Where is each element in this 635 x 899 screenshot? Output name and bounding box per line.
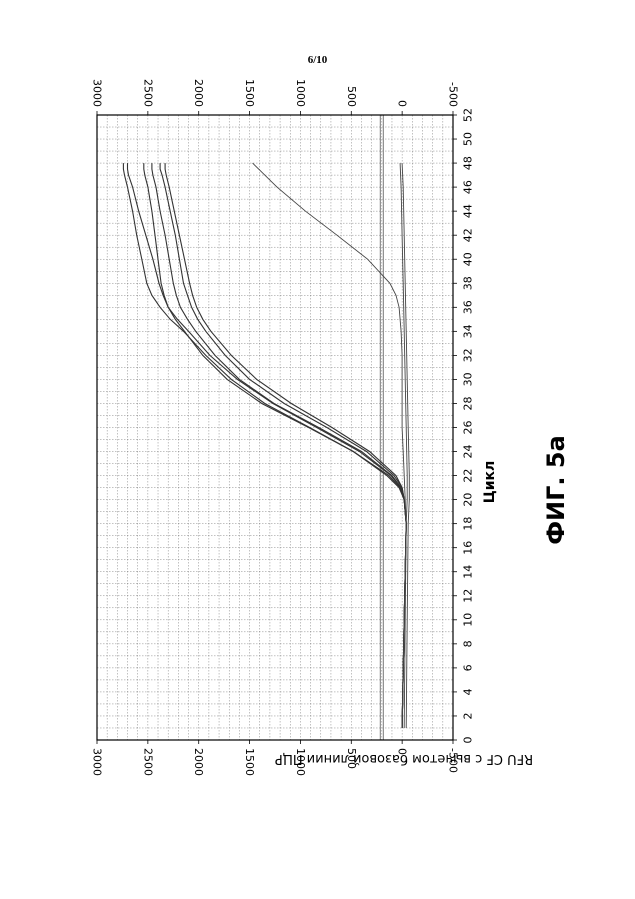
- y-tick-label-top: 1500: [243, 79, 256, 107]
- x-tick-label: 30: [462, 372, 475, 386]
- x-tick-label: 52: [462, 108, 475, 122]
- x-tick-label: 28: [462, 396, 475, 410]
- series-line-4: [152, 163, 406, 728]
- x-tick-label: 40: [462, 252, 475, 266]
- x-tick-label: 10: [462, 613, 475, 627]
- y-tick-label-top: 0: [396, 100, 409, 107]
- figure-label: ФИГ. 5a: [542, 435, 570, 545]
- x-tick-label: 36: [462, 300, 475, 314]
- x-tick-label: 44: [462, 204, 475, 218]
- x-tick-label: 8: [462, 640, 475, 647]
- x-tick-label: 24: [462, 445, 475, 459]
- series-line-2: [128, 163, 407, 728]
- x-tick-label: 20: [462, 493, 475, 507]
- y-axis-label: RFU CF с вычетом базовой линии ПЦР: [275, 751, 533, 766]
- y-tick-label-bottom: 2000: [192, 748, 205, 776]
- y-tick-label-top: 500: [345, 86, 358, 107]
- y-tick-label-top: -500: [447, 82, 460, 107]
- x-tick-label: 32: [462, 348, 475, 362]
- x-tick-label: 0: [462, 737, 475, 744]
- x-tick-label: 2: [462, 712, 475, 719]
- x-tick-label: 14: [462, 565, 475, 579]
- x-tick-label: 6: [462, 664, 475, 671]
- y-tick-label-bottom: 2500: [141, 748, 154, 776]
- series-line-1: [123, 163, 406, 728]
- y-tick-label-top: 2500: [141, 79, 154, 107]
- chart-series-group: [123, 163, 409, 728]
- series-line-3: [144, 163, 406, 728]
- x-tick-label: 34: [462, 324, 475, 338]
- x-tick-label: 46: [462, 180, 475, 194]
- x-tick-label: 12: [462, 589, 475, 603]
- x-axis-label: Цикл: [482, 461, 498, 504]
- series-line-6: [165, 163, 406, 728]
- x-tick-label: 50: [462, 132, 475, 146]
- y-tick-label-bottom: 1500: [243, 748, 256, 776]
- x-tick-label: 16: [462, 541, 475, 555]
- x-tick-label: 38: [462, 276, 475, 290]
- x-tick-label: 22: [462, 469, 475, 483]
- x-tick-label: 4: [462, 688, 475, 695]
- x-tick-label: 18: [462, 517, 475, 531]
- y-tick-label-top: 3000: [91, 79, 104, 107]
- y-tick-label-top: 1000: [294, 79, 307, 107]
- x-tick-label: 48: [462, 156, 475, 170]
- x-tick-label: 42: [462, 228, 475, 242]
- series-line-5: [160, 163, 406, 728]
- chart-grid: [97, 115, 453, 740]
- y-tick-label-top: 2000: [192, 79, 205, 107]
- x-tick-label: 26: [462, 421, 475, 435]
- y-tick-label-bottom: 3000: [91, 748, 104, 776]
